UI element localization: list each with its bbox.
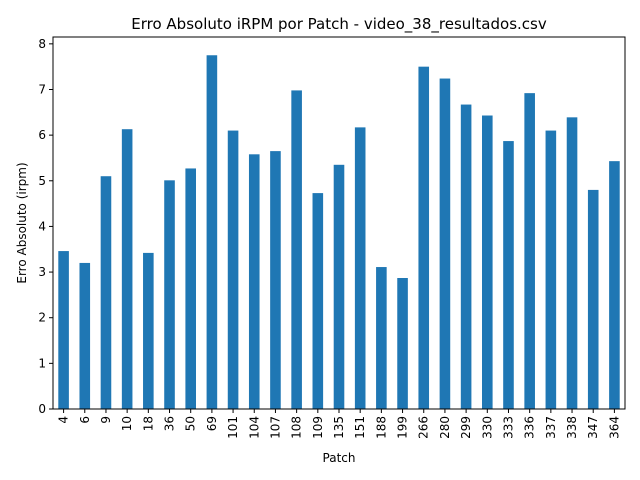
bar-101 [227, 130, 239, 409]
bar-4 [58, 251, 69, 409]
x-tick-label: 18 [141, 416, 155, 431]
x-tick-label: 188 [374, 416, 388, 439]
bar-338 [566, 117, 578, 409]
bar-336 [524, 93, 535, 409]
x-axis-label: Patch [323, 451, 356, 465]
bar-135 [333, 164, 345, 409]
x-tick-label: 151 [353, 416, 367, 439]
chart-title: Erro Absoluto iRPM por Patch - video_38_… [131, 15, 547, 34]
y-tick-label: 6 [38, 128, 46, 142]
x-tick-label: 280 [438, 416, 452, 439]
bar-50 [185, 168, 196, 409]
y-tick-label: 4 [38, 219, 46, 233]
y-tick-label: 3 [38, 265, 46, 279]
plot-frame [52, 36, 626, 410]
x-tick-label: 104 [247, 416, 261, 439]
bar-299 [460, 104, 472, 409]
x-tick-label: 107 [268, 416, 282, 439]
x-tick-label: 330 [480, 416, 494, 439]
x-tick-label: 337 [544, 416, 558, 439]
bar-36 [164, 180, 175, 409]
y-tick-label: 1 [38, 356, 46, 370]
x-tick-label: 101 [226, 416, 240, 439]
bar-18 [143, 252, 154, 409]
y-tick-label: 8 [38, 37, 46, 51]
bar-104 [248, 154, 260, 409]
bar-333 [503, 141, 514, 409]
x-tick-label: 10 [120, 416, 134, 431]
x-tick-label: 333 [501, 416, 515, 439]
x-tick-label: 199 [396, 416, 410, 439]
bar-347 [587, 189, 599, 409]
x-tick-label: 338 [565, 416, 579, 439]
y-tick-label: 0 [38, 402, 46, 416]
bar-337 [545, 130, 557, 409]
bar-6 [79, 262, 91, 409]
x-tick-label: 9 [99, 416, 113, 424]
bar-107 [270, 151, 281, 410]
x-tick-label: 50 [184, 416, 198, 431]
bar-199 [397, 278, 408, 409]
x-axis: 4 6 9 10 18 36 50 69 101 104 107 108 109 135 151 188 199… [57, 409, 621, 439]
x-tick-label: 299 [459, 416, 473, 439]
x-tick-label: 6 [78, 416, 92, 424]
bar-10 [121, 129, 133, 409]
x-tick-label: 336 [523, 416, 537, 439]
bar-330 [482, 115, 493, 410]
x-tick-label: 4 [57, 416, 71, 424]
y-tick-label: 2 [38, 311, 46, 325]
x-tick-label: 135 [332, 416, 346, 439]
x-tick-label: 36 [163, 416, 177, 431]
x-tick-label: 347 [586, 416, 600, 439]
y-axis-label: Erro Absoluto (irpm) [15, 162, 29, 283]
bar-69 [206, 55, 218, 410]
bar-280 [439, 78, 451, 409]
y-tick-label: 5 [38, 174, 46, 188]
bar-266 [418, 66, 430, 410]
bar-364 [609, 161, 620, 409]
bars-group [58, 55, 620, 410]
bar-9 [100, 176, 112, 409]
bar-151 [354, 127, 366, 409]
x-tick-label: 109 [311, 416, 325, 439]
y-tick-label: 7 [38, 82, 46, 96]
x-tick-label: 108 [290, 416, 304, 439]
bar-188 [376, 267, 387, 409]
bar-109 [312, 193, 324, 409]
x-tick-label: 364 [607, 416, 621, 439]
x-tick-label: 69 [205, 416, 219, 431]
bar-108 [291, 90, 302, 409]
y-axis: 0 1 2 3 4 5 6 7 8 [38, 37, 53, 416]
x-tick-label: 266 [417, 416, 431, 439]
